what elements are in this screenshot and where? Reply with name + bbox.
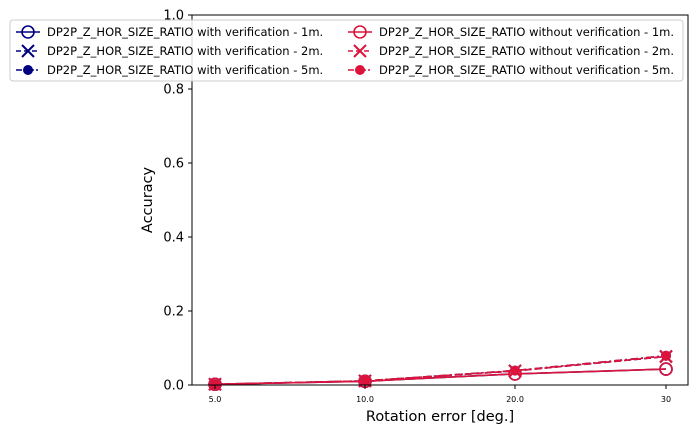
legend-swatch-marker	[23, 65, 33, 75]
legend-item: DP2P_Z_HOR_SIZE_RATIO with verification …	[16, 63, 323, 77]
x-axis-title: Rotation error [deg.]	[366, 409, 514, 425]
data-point	[510, 365, 520, 376]
legend-label: DP2P_Z_HOR_SIZE_RATIO with verification …	[47, 44, 323, 58]
legend-swatch-marker	[21, 44, 35, 58]
x-tick-label: 30	[661, 395, 671, 404]
legend-label: DP2P_Z_HOR_SIZE_RATIO without verificati…	[379, 63, 674, 77]
legend-swatch-marker	[353, 44, 367, 58]
data-point	[661, 350, 671, 361]
axes-layer	[191, 14, 689, 386]
data-point	[659, 362, 673, 376]
legend-swatch-marker	[355, 65, 365, 75]
y-tick-label: 0.0	[163, 379, 184, 394]
y-tick-label: 0.4	[163, 231, 184, 246]
x-tick-label: 20.0	[506, 395, 524, 404]
legend-item: DP2P_Z_HOR_SIZE_RATIO with verification …	[16, 25, 323, 39]
legend-label: DP2P_Z_HOR_SIZE_RATIO without verificati…	[379, 25, 674, 39]
x-tick-label: 5.0	[209, 395, 222, 404]
legend-frame	[9, 19, 684, 82]
legend-label: DP2P_Z_HOR_SIZE_RATIO with verification …	[47, 63, 323, 77]
series-6	[210, 350, 671, 390]
legend-swatch-marker	[353, 25, 367, 39]
y-tick-label: 0.6	[163, 157, 184, 172]
y-axis-title: Accuracy	[140, 166, 156, 233]
plot-frame	[191, 14, 689, 386]
y-tick-label: 0.8	[163, 83, 184, 98]
legend-label: DP2P_Z_HOR_SIZE_RATIO without verificati…	[379, 44, 674, 58]
legend-label: DP2P_Z_HOR_SIZE_RATIO with verification …	[47, 25, 323, 39]
y-axis: 0.00.20.40.60.81.0	[163, 9, 192, 394]
legend-swatch-marker	[21, 25, 35, 39]
x-axis: 5.0 10.0 20.0 30	[209, 385, 671, 404]
series-layer	[208, 349, 673, 392]
legend-item: DP2P_Z_HOR_SIZE_RATIO without verificati…	[348, 25, 674, 39]
y-tick-label: 0.2	[163, 305, 184, 320]
legend-item: DP2P_Z_HOR_SIZE_RATIO without verificati…	[348, 63, 674, 77]
legend: DP2P_Z_HOR_SIZE_RATIO with verification …	[9, 19, 684, 82]
legend-item: DP2P_Z_HOR_SIZE_RATIO with verification …	[16, 44, 323, 58]
legend-item: DP2P_Z_HOR_SIZE_RATIO without verificati…	[348, 44, 674, 58]
x-tick-label: 10.0	[356, 395, 374, 404]
data-point	[360, 375, 370, 386]
series-line	[214, 354, 667, 386]
